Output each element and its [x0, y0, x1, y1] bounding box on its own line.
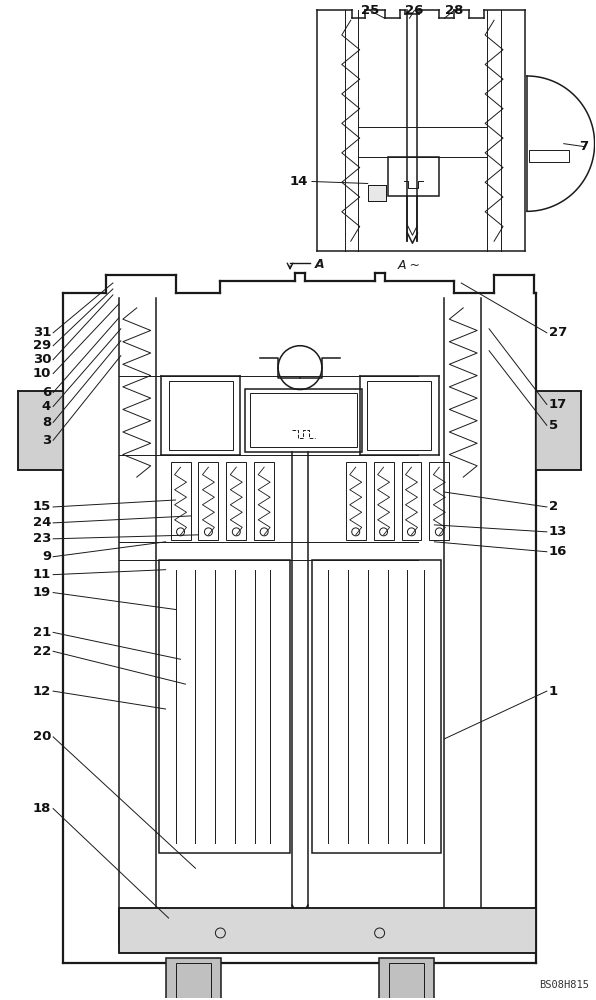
Bar [368, 185, 386, 201]
Bar [374, 462, 393, 540]
Bar [159, 560, 290, 853]
Text: 1: 1 [549, 685, 558, 698]
Text: 10: 10 [33, 367, 51, 380]
Bar [402, 462, 421, 540]
Bar [387, 157, 439, 196]
Text: 16: 16 [549, 545, 567, 558]
Bar [226, 462, 246, 540]
Text: A: A [315, 258, 325, 271]
Bar [389, 963, 424, 1000]
Text: 17: 17 [549, 398, 567, 411]
Text: 27: 27 [549, 326, 567, 339]
Text: A ~: A ~ [398, 259, 421, 272]
Bar [245, 389, 362, 452]
Text: 7: 7 [579, 140, 589, 153]
Text: 31: 31 [33, 326, 51, 339]
Text: 18: 18 [33, 802, 51, 815]
Text: 9: 9 [42, 550, 51, 563]
Bar [18, 391, 63, 470]
Bar [119, 908, 536, 953]
Bar [170, 462, 191, 540]
Text: BS08H815: BS08H815 [539, 980, 589, 990]
Text: 22: 22 [33, 645, 51, 658]
Bar [536, 391, 581, 470]
Text: 5: 5 [549, 419, 558, 432]
Text: 13: 13 [549, 525, 567, 538]
Bar [367, 381, 432, 450]
Bar [250, 393, 357, 447]
Bar [198, 462, 218, 540]
Text: 23: 23 [33, 532, 51, 545]
Text: 6: 6 [42, 386, 51, 399]
Text: 14: 14 [290, 175, 308, 188]
Text: 30: 30 [33, 353, 51, 366]
Text: 15: 15 [33, 500, 51, 513]
Text: 24: 24 [33, 516, 51, 529]
Text: 21: 21 [33, 626, 51, 639]
Text: 12: 12 [33, 685, 51, 698]
Text: 29: 29 [33, 339, 51, 352]
Text: 26: 26 [405, 4, 424, 17]
Bar [368, 185, 386, 201]
Bar [176, 963, 212, 1000]
Text: 4: 4 [42, 400, 51, 413]
Text: 3: 3 [42, 434, 51, 447]
Bar [529, 150, 569, 162]
Bar [378, 958, 434, 1000]
Text: 20: 20 [33, 730, 51, 743]
Bar [169, 381, 233, 450]
Text: 19: 19 [33, 586, 51, 599]
Bar [312, 560, 441, 853]
Text: 28: 28 [445, 4, 464, 17]
Bar [254, 462, 274, 540]
Bar [166, 958, 221, 1000]
Text: 25: 25 [361, 4, 379, 17]
Bar [429, 462, 449, 540]
Bar [346, 462, 366, 540]
Text: 8: 8 [42, 416, 51, 429]
Text: 11: 11 [33, 568, 51, 581]
Text: 2: 2 [549, 500, 558, 513]
Bar [119, 908, 536, 953]
